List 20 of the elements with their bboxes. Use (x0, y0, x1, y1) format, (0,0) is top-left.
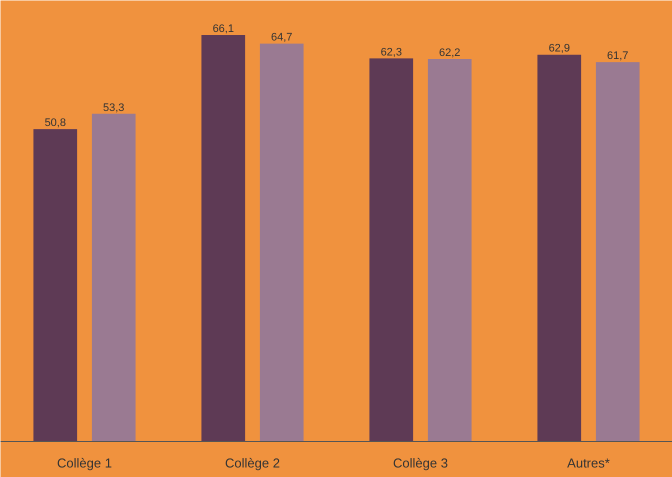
bar (596, 62, 640, 442)
x-tick-label: Autres* (567, 456, 610, 470)
x-tick-label: Collège 2 (225, 456, 280, 470)
bar (92, 114, 136, 442)
data-label: 62,3 (380, 46, 402, 58)
data-label: 66,1 (212, 23, 234, 36)
bar (537, 54, 582, 442)
data-label: 50,8 (44, 117, 66, 130)
data-label: 64,7 (271, 32, 292, 44)
x-tick-label: Collège 1 (57, 456, 112, 470)
bar (201, 35, 246, 442)
bar (33, 129, 78, 442)
data-label: 62,9 (548, 42, 570, 55)
bar (369, 58, 414, 442)
bar (428, 59, 472, 442)
bar (260, 44, 304, 442)
x-tick-label: Collège 3 (393, 456, 448, 470)
data-label: 62,2 (439, 47, 460, 60)
data-label: 53,3 (103, 102, 124, 114)
data-label: 61,7 (607, 50, 628, 62)
